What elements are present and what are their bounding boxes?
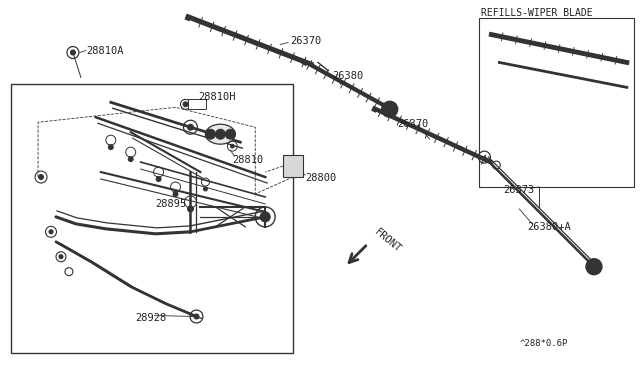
Text: 26373: 26373 (504, 185, 535, 195)
Text: 26370: 26370 (290, 36, 321, 45)
Circle shape (173, 192, 178, 196)
Text: 26370: 26370 (397, 119, 429, 129)
Circle shape (70, 50, 76, 55)
Bar (479, 17, 634, 187)
Circle shape (205, 129, 216, 139)
Text: REFILLS-WIPER BLADE: REFILLS-WIPER BLADE (481, 8, 593, 17)
Bar (189, 99, 207, 109)
Text: 28928: 28928 (136, 312, 167, 323)
Circle shape (49, 230, 53, 234)
Circle shape (59, 255, 63, 259)
Circle shape (230, 144, 234, 148)
Circle shape (590, 263, 598, 271)
Circle shape (156, 177, 161, 182)
Text: 28800: 28800 (305, 173, 336, 183)
Text: FRONT: FRONT (373, 227, 403, 255)
Circle shape (188, 124, 193, 130)
Circle shape (225, 129, 236, 139)
Circle shape (382, 101, 397, 117)
Text: 28810: 28810 (232, 155, 264, 165)
Text: 26380+A: 26380+A (527, 222, 571, 232)
Circle shape (260, 212, 270, 222)
Text: 28810H: 28810H (198, 92, 236, 102)
Text: 28810A: 28810A (86, 45, 124, 55)
Circle shape (194, 314, 199, 319)
Circle shape (586, 259, 602, 275)
Ellipse shape (205, 124, 236, 144)
Circle shape (188, 206, 193, 212)
Circle shape (108, 145, 113, 150)
Circle shape (183, 102, 188, 107)
Text: 26380: 26380 (332, 71, 364, 81)
Bar (283, 155, 303, 177)
Circle shape (204, 187, 207, 191)
Text: ^288*0.6P: ^288*0.6P (519, 339, 568, 348)
Text: 28895: 28895 (156, 199, 187, 209)
Circle shape (128, 157, 133, 161)
Circle shape (38, 174, 44, 180)
Circle shape (216, 129, 225, 139)
Bar (11, 84, 293, 353)
